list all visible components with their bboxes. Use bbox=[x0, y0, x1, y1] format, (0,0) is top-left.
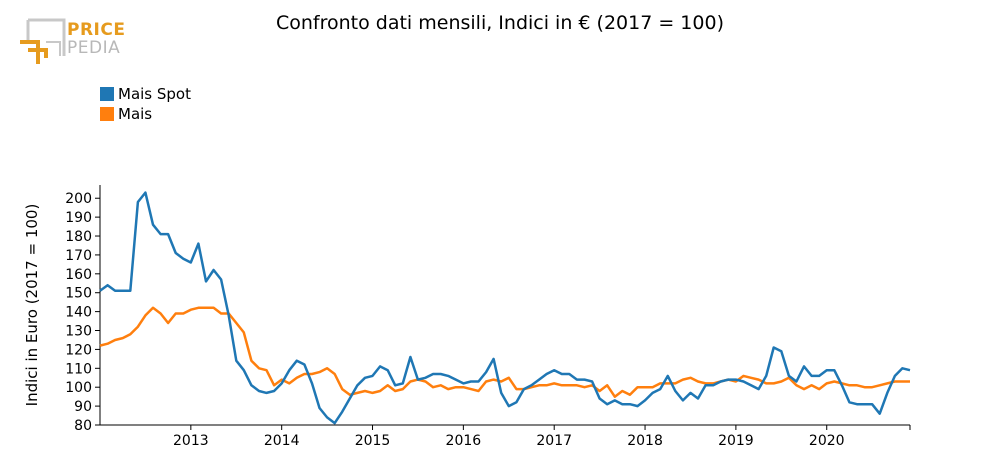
x-tick-label: 2020 bbox=[809, 433, 845, 449]
series-layer bbox=[99, 191, 911, 425]
chart-title: Confronto dati mensili, Indici in € (201… bbox=[275, 12, 724, 34]
legend-item-mais-spot[interactable]: Mais Spot bbox=[100, 84, 191, 104]
legend-label-mais-spot: Mais Spot bbox=[118, 85, 191, 103]
x-tick-label: 2017 bbox=[536, 433, 572, 449]
x-axis: 2013 2014 2015 2016 2017 2018 2019 2020 bbox=[100, 424, 911, 449]
legend: Mais Spot Mais bbox=[100, 84, 191, 124]
legend-swatch-mais bbox=[100, 107, 114, 121]
y-tick-label: 140 bbox=[65, 305, 92, 321]
y-tick-label: 120 bbox=[65, 342, 92, 358]
y-tick-label: 200 bbox=[65, 191, 92, 207]
logo-mark-icon bbox=[20, 18, 66, 64]
y-axis-title: Indici in Euro (2017 = 100) bbox=[23, 204, 41, 407]
y-tick-label: 130 bbox=[65, 324, 92, 340]
legend-label-mais: Mais bbox=[118, 105, 153, 123]
x-tick-label: 2015 bbox=[355, 433, 391, 449]
y-axis: 80 90 100 110 120 130 140 150 160 170 180 190 200 bbox=[65, 185, 101, 434]
y-tick-label: 100 bbox=[65, 380, 92, 396]
x-tick-label: 2018 bbox=[627, 433, 663, 449]
y-tick-label: 180 bbox=[65, 229, 92, 245]
x-tick-label: 2014 bbox=[264, 433, 300, 449]
logo-text-pedia: PEDIA bbox=[67, 38, 121, 58]
series-line-mais bbox=[99, 306, 910, 398]
x-tick-label: 2013 bbox=[173, 433, 209, 449]
x-tick-label: 2019 bbox=[718, 433, 754, 449]
series-line-mais-spot bbox=[99, 191, 911, 425]
y-tick-label: 160 bbox=[65, 267, 92, 283]
legend-swatch-mais-spot bbox=[100, 87, 114, 101]
y-tick-label: 150 bbox=[65, 286, 92, 302]
logo-text-price: PRICE bbox=[67, 20, 126, 40]
y-tick-label: 80 bbox=[74, 418, 92, 434]
pricepedia-logo bbox=[20, 18, 130, 70]
y-tick-label: 90 bbox=[74, 399, 92, 415]
x-tick-label: 2016 bbox=[446, 433, 482, 449]
y-tick-label: 190 bbox=[65, 210, 92, 226]
y-tick-label: 170 bbox=[65, 248, 92, 264]
y-tick-label: 110 bbox=[65, 361, 92, 377]
legend-item-mais[interactable]: Mais bbox=[100, 104, 191, 124]
